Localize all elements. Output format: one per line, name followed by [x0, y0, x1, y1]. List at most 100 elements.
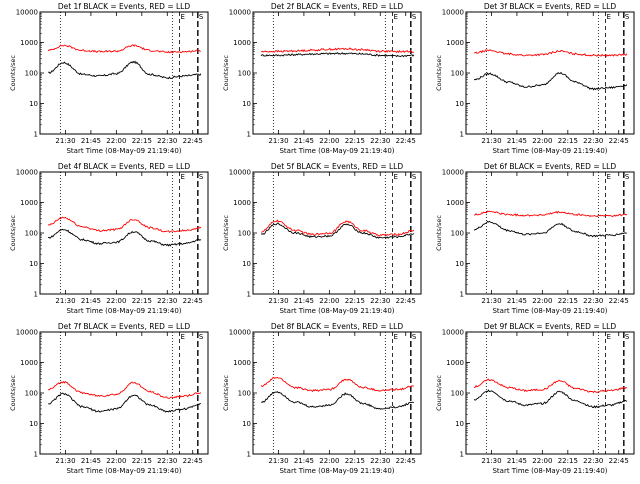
x-tick-label: 22:15: [345, 457, 365, 465]
detector-chart-6: Det 6f BLACK = Events, RED = LLD 1 10 100 10…: [435, 162, 635, 315]
x-tick-label: 22:00: [106, 137, 126, 145]
y-tick-label: 10: [29, 420, 38, 428]
series-line-events: [260, 52, 415, 58]
chart-title: Det 1f BLACK = Events, RED = LLD: [58, 2, 191, 11]
x-axis-label: Start Time (08-May-09 21:19:40): [279, 307, 394, 315]
x-tick-label: 22:15: [558, 457, 578, 465]
y-tick-label: 100: [25, 390, 38, 398]
plot-frame: [465, 171, 635, 295]
x-tick-label: 21:45: [81, 457, 101, 465]
x-tick-label: 22:45: [183, 457, 203, 465]
e-marker-label: E: [393, 333, 397, 341]
y-tick-label: 10: [455, 260, 464, 268]
y-tick-label: 1000: [446, 39, 464, 47]
y-tick-label: 10: [455, 100, 464, 108]
chart-title: Det 9f BLACK = Events, RED = LLD: [484, 322, 617, 331]
s-marker-label: S: [199, 333, 204, 341]
x-tick-label: 21:45: [294, 297, 314, 305]
x-tick-label: 22:30: [157, 457, 177, 465]
y-tick-label: 1: [34, 291, 38, 299]
y-axis-label: Counts/sec: [222, 215, 230, 251]
y-axis-label: Counts/sec: [9, 55, 17, 91]
x-tick-label: 22:30: [583, 297, 603, 305]
x-tick-label: 22:45: [396, 297, 416, 305]
x-axis-label: Start Time (08-May-09 21:19:40): [66, 147, 181, 155]
series-line-lld: [47, 216, 202, 233]
s-marker-label: S: [199, 173, 204, 181]
x-tick-label: 21:45: [507, 297, 527, 305]
x-tick-label: 22:00: [319, 137, 339, 145]
e-marker-label: E: [180, 333, 184, 341]
x-tick-label: 21:30: [55, 457, 75, 465]
x-axis-label: Start Time (08-May-09 21:19:40): [492, 307, 607, 315]
y-axis-label: Counts/sec: [9, 375, 17, 411]
x-tick-label: 22:30: [157, 297, 177, 305]
x-tick-label: 22:00: [532, 457, 552, 465]
y-tick-label: 1000: [233, 39, 251, 47]
y-tick-label: 10: [242, 260, 251, 268]
x-tick-label: 22:30: [370, 457, 390, 465]
detector-chart-2: Det 2f BLACK = Events, RED = LLD 1 10 100 10…: [222, 2, 422, 155]
series-line-lld: [260, 219, 415, 237]
detector-chart-1: Det 1f BLACK = Events, RED = LLD 1 10 100 10…: [9, 2, 209, 155]
e-marker-label: E: [393, 173, 397, 181]
plot-frame: [465, 11, 635, 135]
x-tick-label: 22:30: [583, 137, 603, 145]
x-tick-label: 22:45: [396, 137, 416, 145]
x-tick-label: 21:45: [507, 137, 527, 145]
x-tick-label: 22:15: [132, 457, 152, 465]
y-tick-label: 10: [242, 100, 251, 108]
e-marker-label: E: [606, 173, 610, 181]
series-line-events: [48, 392, 201, 413]
y-tick-label: 100: [238, 230, 251, 238]
series-line-events: [473, 71, 628, 91]
x-tick-label: 21:45: [507, 457, 527, 465]
x-tick-label: 22:00: [532, 137, 552, 145]
y-tick-label: 100: [451, 390, 464, 398]
x-tick-label: 21:30: [481, 297, 501, 305]
plot-frame: [252, 11, 422, 135]
y-tick-label: 1000: [446, 359, 464, 367]
x-tick-label: 21:45: [81, 297, 101, 305]
detector-panel-4: Det 4f BLACK = Events, RED = LLD 1 10 100 10…: [0, 160, 213, 320]
series-line-events: [473, 389, 628, 409]
x-tick-label: 21:30: [268, 457, 288, 465]
series-line-lld: [260, 47, 414, 54]
x-tick-label: 22:30: [583, 457, 603, 465]
x-tick-label: 21:30: [268, 297, 288, 305]
y-tick-label: 10000: [16, 329, 38, 337]
x-axis-label: Start Time (08-May-09 21:19:40): [66, 467, 181, 475]
y-tick-label: 10: [29, 260, 38, 268]
series-line-lld: [47, 380, 202, 399]
plot-frame: [39, 331, 209, 455]
y-tick-label: 10000: [442, 329, 464, 337]
y-axis-label: Counts/sec: [435, 215, 443, 251]
series-line-lld: [474, 49, 628, 57]
y-tick-label: 100: [25, 230, 38, 238]
s-marker-label: S: [199, 13, 204, 21]
x-tick-label: 21:30: [55, 137, 75, 145]
x-tick-label: 22:30: [370, 137, 390, 145]
x-tick-label: 22:45: [396, 457, 416, 465]
y-tick-label: 100: [451, 230, 464, 238]
x-tick-label: 22:45: [183, 297, 203, 305]
detector-panel-2: Det 2f BLACK = Events, RED = LLD 1 10 100 10…: [213, 0, 426, 160]
x-tick-label: 22:30: [157, 137, 177, 145]
y-tick-label: 1000: [233, 199, 251, 207]
y-axis-label: Counts/sec: [435, 55, 443, 91]
x-tick-label: 22:15: [132, 297, 152, 305]
s-marker-label: S: [412, 13, 417, 21]
y-tick-label: 1: [34, 451, 38, 459]
y-tick-label: 1: [460, 131, 464, 139]
series-line-events: [473, 220, 628, 238]
x-tick-label: 22:15: [345, 137, 365, 145]
chart-title: Det 7f BLACK = Events, RED = LLD: [58, 322, 191, 331]
x-tick-label: 21:45: [81, 137, 101, 145]
x-tick-label: 22:00: [106, 457, 126, 465]
series-line-events: [260, 222, 415, 239]
detector-chart-9: Det 9f BLACK = Events, RED = LLD 1 10 100 10…: [435, 322, 635, 475]
plot-frame: [39, 11, 209, 135]
e-marker-label: E: [180, 13, 184, 21]
x-axis-label: Start Time (08-May-09 21:19:40): [66, 307, 181, 315]
series-line-events: [48, 228, 202, 247]
